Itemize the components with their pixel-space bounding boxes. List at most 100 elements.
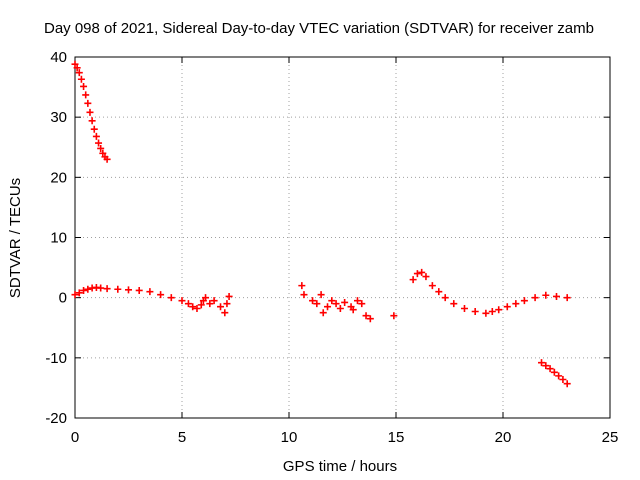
data-point (146, 288, 154, 296)
data-point (202, 294, 210, 302)
data-point (349, 306, 357, 314)
data-point (298, 282, 306, 290)
data-point (332, 300, 340, 308)
data-point (563, 294, 571, 302)
data-point (422, 273, 430, 281)
data-point (418, 268, 426, 276)
data-point (82, 91, 90, 99)
data-point (300, 291, 308, 299)
data-point (184, 300, 192, 308)
data-point (460, 304, 468, 312)
data-point (555, 372, 563, 380)
series-late-decline (538, 359, 571, 388)
data-point (362, 312, 370, 320)
data-point (553, 292, 560, 300)
series-morning-band (71, 283, 233, 317)
x-axis-label: GPS time / hours (283, 458, 397, 475)
series-midday-scatter (298, 282, 398, 323)
data-point (75, 289, 83, 297)
data-point (90, 125, 98, 133)
data-point (189, 303, 197, 311)
y-tick-label: -10 (45, 350, 67, 367)
y-tick-label: 20 (50, 169, 67, 186)
x-tick-label: 25 (602, 429, 619, 446)
data-point (88, 117, 96, 125)
data-point (328, 297, 336, 305)
data-point (358, 300, 366, 308)
data-point (210, 297, 218, 305)
data-point (441, 294, 449, 302)
data-point (559, 375, 567, 383)
y-tick-label: 0 (59, 290, 67, 307)
series-afternoon-wave (409, 268, 571, 317)
data-point (95, 139, 103, 147)
data-point (80, 286, 88, 294)
data-point (538, 359, 546, 367)
data-point (167, 294, 175, 302)
data-point (114, 285, 122, 293)
data-point (435, 288, 443, 296)
data-point (409, 276, 417, 284)
data-point (450, 300, 458, 308)
data-point (520, 297, 528, 305)
data-point (206, 300, 214, 308)
chart-title: Day 098 of 2021, Sidereal Day-to-day VTE… (44, 20, 594, 37)
data-point (366, 315, 374, 323)
data-point (390, 312, 398, 320)
data-point (221, 309, 229, 317)
data-point (324, 303, 332, 311)
data-point (309, 297, 317, 305)
y-tick-label: 30 (50, 109, 67, 126)
x-tick-label: 5 (178, 429, 186, 446)
data-point (217, 303, 225, 311)
data-point (546, 365, 554, 373)
data-point (86, 108, 94, 116)
x-tick-label: 10 (281, 429, 298, 446)
data-point (178, 297, 186, 305)
data-point (313, 300, 321, 308)
data-point (336, 304, 344, 312)
data-point (71, 291, 79, 299)
data-point (97, 144, 105, 152)
data-point (319, 309, 327, 317)
data-point (103, 155, 111, 163)
data-point (77, 75, 85, 83)
data-point (84, 285, 92, 293)
x-tick-label: 0 (71, 429, 79, 446)
data-point (542, 362, 550, 370)
data-point (97, 284, 105, 292)
data-point (550, 368, 558, 376)
grid (75, 57, 610, 418)
y-tick-label: 10 (50, 230, 67, 247)
data-point (531, 294, 539, 302)
y-tick-label: 40 (50, 49, 67, 66)
data-point (73, 64, 81, 72)
data-point (482, 309, 490, 317)
data-point (99, 149, 107, 157)
series-early-decline (71, 60, 111, 163)
data-point (317, 291, 325, 299)
data-point (512, 300, 520, 308)
data-point (353, 297, 361, 305)
data-point (471, 308, 479, 316)
data-point (495, 306, 503, 314)
data-point (223, 300, 231, 308)
data-point (125, 286, 132, 294)
data-point (157, 291, 165, 299)
data-point (428, 282, 436, 290)
y-axis-label: SDTVAR / TECUs (7, 178, 24, 298)
x-tick-label: 20 (495, 429, 512, 446)
data-point (197, 301, 205, 309)
data-point (341, 298, 349, 306)
data-point (193, 304, 201, 312)
data-point (80, 82, 88, 90)
data-point (135, 286, 143, 294)
axis-ticks: 0 5 10 15 20 25 -20 -10 0 10 20 30 40 (45, 49, 618, 446)
data-point (75, 69, 83, 77)
x-tick-label: 15 (388, 429, 405, 446)
data-marks (71, 60, 571, 388)
data-point (488, 308, 496, 316)
data-point (225, 292, 233, 300)
